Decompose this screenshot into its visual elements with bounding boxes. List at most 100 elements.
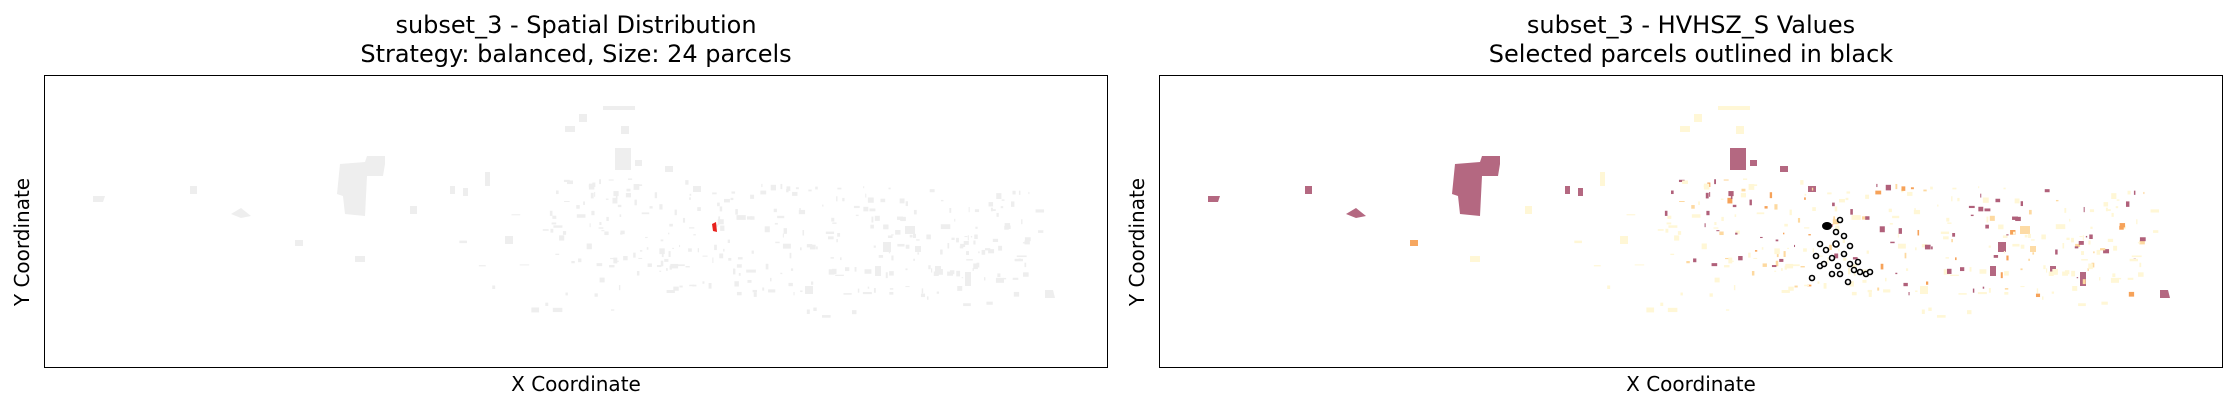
right-parcel (2113, 245, 2118, 251)
right-parcel (1901, 186, 1906, 191)
left-parcel (578, 258, 582, 263)
left-parcel (992, 238, 999, 243)
left-parcel (831, 217, 835, 222)
right-parcel (1670, 253, 1675, 256)
right-parcel (1862, 279, 1867, 283)
right-parcel (1865, 194, 1870, 199)
right-selected-parcel (1856, 268, 1864, 276)
right-parcel (1704, 223, 1706, 228)
left-parcel (1004, 223, 1011, 228)
left-parcel (737, 257, 743, 260)
left-parcel (1028, 191, 1030, 195)
left-parcel (1022, 242, 1026, 244)
left-parcel (736, 264, 742, 268)
left-parcel (697, 248, 700, 253)
right-parcel (1723, 179, 1729, 181)
right-parcel (1646, 307, 1655, 313)
right-parcel (1787, 247, 1789, 249)
right-parcel (1728, 191, 1734, 197)
right-selected-parcel (1832, 228, 1840, 236)
left-parcel (913, 258, 915, 261)
right-parcel (1760, 236, 1763, 239)
left-parcel (832, 222, 837, 224)
right-selected-parcel (1812, 252, 1820, 260)
left-parcel (555, 253, 560, 256)
left-parcel (668, 232, 670, 235)
right-parcel (1720, 198, 1724, 200)
left-parcel (1016, 255, 1027, 258)
right-parcel (1764, 206, 1768, 209)
left-parcel (783, 228, 787, 234)
left-parcel (974, 209, 980, 213)
right-parcel (2002, 235, 2008, 238)
right-parcel (2139, 240, 2145, 245)
right-parcel (2055, 224, 2066, 230)
right-parcel (1827, 257, 1829, 263)
right-parcel-shape (1718, 106, 1750, 110)
right-parcel (1657, 229, 1664, 231)
right-parcel (1660, 302, 1664, 306)
right-parcel (1705, 192, 1709, 199)
right-parcel (1789, 209, 1792, 216)
right-parcel (2027, 233, 2031, 238)
left-parcel (1021, 219, 1023, 225)
left-parcel (960, 243, 966, 247)
right-selected-parcel (1846, 242, 1854, 250)
left-parcel (542, 229, 549, 231)
right-parcel (1781, 289, 1790, 293)
right-parcel (2081, 259, 2088, 261)
right-parcel (1876, 183, 1878, 188)
left-parcel (865, 193, 867, 198)
left-parcel (1013, 291, 1020, 297)
left-parcel (712, 257, 714, 263)
right-parcel-shape (1920, 286, 1928, 294)
right-parcel (1851, 264, 1857, 268)
right-parcel (1804, 284, 1809, 287)
left-parcel (825, 231, 835, 234)
left-parcel (863, 186, 865, 189)
right-parcel-shape (1600, 172, 1605, 186)
right-parcel (1890, 241, 1895, 244)
right-parcel-shape (1305, 186, 1312, 194)
right-parcel (2064, 207, 2067, 213)
left-parcel (697, 207, 701, 211)
left-parcel (562, 231, 567, 235)
left-parcel (895, 230, 901, 235)
left-parcel (951, 237, 955, 240)
left-parcel (852, 310, 857, 315)
right-parcel (1748, 252, 1751, 258)
right-parcel (2119, 225, 2124, 230)
left-parcel (552, 307, 563, 313)
left-parcel (900, 216, 906, 222)
left-parcel (806, 309, 810, 314)
left-parcel (973, 263, 978, 270)
right-selected-parcel (1840, 232, 1848, 240)
right-parcel (1740, 193, 1746, 198)
right-parcel (1741, 188, 1746, 192)
left-chart-subtitle: Strategy: balanced, Size: 24 parcels (360, 40, 792, 68)
right-parcel (1804, 227, 1810, 229)
right-parcel (1921, 244, 1928, 248)
left-parcel (659, 270, 662, 272)
right-parcel (2055, 199, 2059, 202)
right-parcel (1835, 225, 1840, 231)
left-parcel (936, 291, 940, 294)
right-parcel (1915, 290, 1918, 293)
right-parcel (1843, 257, 1847, 261)
left-parcel (677, 264, 685, 267)
right-parcel (1797, 217, 1801, 223)
right-parcel (1701, 243, 1707, 250)
left-parcel (689, 197, 691, 200)
right-parcel (2006, 234, 2009, 236)
right-parcel (2099, 277, 2101, 281)
left-parcel (610, 309, 615, 311)
right-parcel (1980, 193, 1982, 198)
left-parcel (672, 247, 674, 249)
right-parcel (1748, 184, 1755, 190)
right-parcel (1923, 189, 1927, 192)
right-parcel (1711, 263, 1718, 267)
left-parcel (659, 204, 663, 210)
right-parcel (1823, 283, 1827, 289)
left-parcel-shape (615, 148, 631, 170)
right-parcel (1925, 281, 1929, 285)
